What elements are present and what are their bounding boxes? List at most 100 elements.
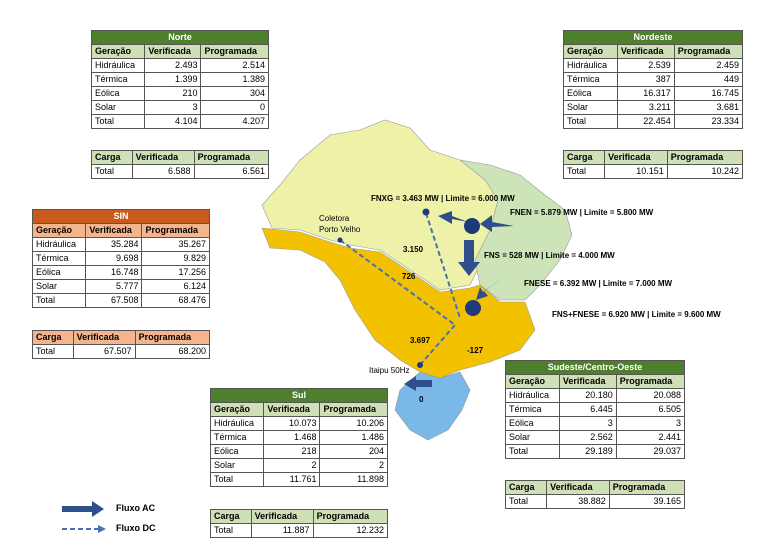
table-sin: SIN Geração Verificada Programada Hidráuli…: [31, 209, 210, 308]
header-programada: Programada: [200, 44, 269, 59]
table-cell: 2.514: [200, 58, 269, 73]
header-verificada: Verificada: [604, 150, 668, 165]
table-cell: 6.588: [131, 164, 195, 179]
table-cell: Hidráulica: [209, 416, 265, 431]
table-cell: Solar: [505, 430, 560, 445]
table-cell: Hidráulica: [505, 388, 560, 403]
table-row: Eólica 210 304: [90, 86, 269, 101]
table-cell: 1.486: [319, 430, 388, 445]
table-cell: Eólica: [209, 444, 265, 459]
table-cell: 5.777: [85, 279, 143, 294]
header-programada: Programada: [673, 44, 744, 59]
node-sudeste: [465, 300, 481, 316]
table-cell: Total: [209, 472, 265, 487]
table-cell: 210: [144, 86, 202, 101]
table-cell: 304: [200, 86, 269, 101]
table-row: Solar 3 0: [90, 100, 269, 115]
table-sin-carga: Carga Verificada Programada Total 67.507 68.…: [32, 330, 211, 359]
table-title: Norte: [91, 30, 269, 45]
table-cell: 9.698: [85, 251, 143, 266]
header-carga: Carga: [91, 150, 133, 165]
table-cell: 6.445: [558, 402, 617, 417]
table-row: Total 38.882 39.165: [504, 494, 686, 509]
legend-dc-label: Fluxo DC: [116, 523, 156, 533]
table-cell: 38.882: [546, 494, 610, 509]
table-sudeste: Sudeste/Centro-Oeste Geração Verificada Pr…: [505, 360, 686, 459]
table-cell: 67.507: [72, 344, 136, 359]
table-title: Sudeste/Centro-Oeste: [505, 360, 685, 375]
header-verificada: Verificada: [558, 374, 617, 389]
flow-value-726: 726: [402, 272, 416, 281]
label-itaipu: Itaipu 50Hz: [369, 366, 410, 375]
table-row: Solar 2 2: [209, 458, 388, 473]
table-cell: 68.200: [134, 344, 211, 359]
arrow-fnxg: [438, 211, 468, 224]
flow-value-neg127: -127: [467, 346, 484, 355]
table-cell: 3: [615, 416, 686, 431]
header-verificada: Verificada: [144, 44, 202, 59]
table-cell: 20.180: [558, 388, 617, 403]
table-cell: 29.189: [558, 444, 617, 459]
arrow-sul: [404, 376, 432, 391]
table-cell: 10.242: [666, 164, 744, 179]
header-geracao: Geração: [90, 44, 146, 59]
table-cell: Total: [32, 344, 74, 359]
table-nordeste-carga: Carga Verificada Programada Total 10.151 10.…: [562, 150, 744, 179]
table-row: Hidráulica 35.284 35.267: [31, 237, 210, 252]
header-verificada: Verificada: [85, 223, 143, 238]
label-coletora: Coletora: [319, 214, 350, 223]
table-cell: Total: [31, 293, 87, 308]
table-row: Térmica 6.445 6.505: [505, 402, 686, 417]
table-row: Total 29.189 29.037: [505, 444, 686, 459]
header-geracao: Geração: [31, 223, 87, 238]
table-cell: Térmica: [505, 402, 560, 417]
table-cell: 6.124: [141, 279, 210, 294]
header-verificada: Verificada: [263, 402, 321, 417]
header-geracao: Geração: [505, 374, 560, 389]
table-cell: 387: [616, 72, 675, 87]
table-cell: 2.459: [673, 58, 744, 73]
table-row: Total 22.454 23.334: [563, 114, 744, 129]
node-itaipu: [417, 362, 423, 368]
table-cell: 6.505: [615, 402, 686, 417]
table-cell: 0: [200, 100, 269, 115]
dc-line-fnxg: [425, 212, 461, 319]
region-norte: [261, 119, 506, 291]
table-row: Eólica 3 3: [505, 416, 686, 431]
table-cell: Total: [210, 523, 252, 538]
label-fns-fnese: FNS+FNESE = 6.920 MW | Limite = 9.600 MW: [552, 310, 721, 319]
region-sul: [394, 371, 471, 441]
header-programada: Programada: [134, 330, 211, 345]
table-row: Total 4.104 4.207: [90, 114, 269, 129]
table-cell: Total: [504, 494, 548, 509]
table-cell: 16.748: [85, 265, 143, 280]
table-row: Total 11.887 12.232: [210, 523, 389, 538]
table-row: Eólica 16.748 17.256: [31, 265, 210, 280]
table-cell: Solar: [31, 279, 87, 294]
table-cell: 11.761: [263, 472, 321, 487]
table-row: Hidráulica 20.180 20.088: [505, 388, 686, 403]
header-programada: Programada: [319, 402, 388, 417]
table-title: Nordeste: [563, 30, 743, 45]
node-xingu: [422, 208, 430, 216]
table-row: Total 67.507 68.200: [32, 344, 211, 359]
table-cell: Solar: [90, 100, 146, 115]
region-nordeste: [458, 159, 573, 301]
table-cell: 4.207: [200, 114, 269, 129]
header-programada: Programada: [666, 150, 744, 165]
header-carga: Carga: [210, 509, 252, 524]
table-row: Térmica 1.468 1.486: [209, 430, 388, 445]
legend-dc-arrowhead: [98, 525, 106, 533]
table-title: SIN: [32, 209, 210, 224]
table-row: Total 67.508 68.476: [31, 293, 210, 308]
table-cell: 2.493: [144, 58, 202, 73]
table-cell: Eólica: [505, 416, 560, 431]
header-verificada: Verificada: [131, 150, 195, 165]
table-cell: 2.441: [615, 430, 686, 445]
table-cell: 2.539: [616, 58, 675, 73]
header-programada: Programada: [193, 150, 270, 165]
header-verificada: Verificada: [72, 330, 136, 345]
header-carga: Carga: [32, 330, 74, 345]
table-cell: Eólica: [90, 86, 146, 101]
header-geracao: Geração: [563, 44, 618, 59]
